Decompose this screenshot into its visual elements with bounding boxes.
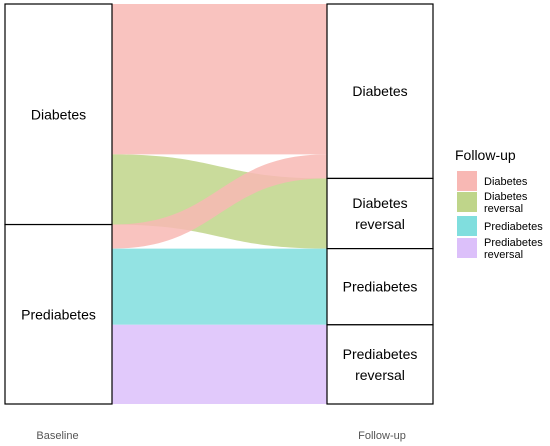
legend-label-prediabetes-reversal: Prediabetes reversal <box>484 237 543 261</box>
axis-label-baseline: Baseline <box>36 430 78 442</box>
legend-swatch-diabetes-reversal <box>457 192 477 212</box>
legend-label-diabetes-reversal: Diabetes reversal <box>484 191 528 215</box>
followup-stratum-diabetes-reversal <box>326 177 434 250</box>
legend-swatch-prediabetes-reversal <box>457 238 477 258</box>
legend: Follow-up Diabetes Diabetes reversal Prediab… <box>455 147 543 261</box>
baseline-stratum-prediabetes <box>4 223 113 405</box>
axis-label-followup: Follow-up <box>358 430 406 442</box>
followup-stratum-diabetes <box>326 3 434 180</box>
baseline-stratum-diabetes <box>4 3 113 226</box>
legend-label-diabetes: Diabetes <box>484 176 528 188</box>
followup-stratum-label-prediabetes: Prediabetes <box>343 279 418 295</box>
legend-label-prediabetes: Prediabetes <box>484 221 543 233</box>
followup-stratum-label-diabetes-reversal: Diabetes reversal <box>352 195 407 232</box>
flows <box>112 4 327 404</box>
flow-prediabetes-to-prediabetes <box>112 248 327 325</box>
followup-stratum-prediabetes <box>326 248 434 326</box>
followup-stratum-label-diabetes: Diabetes <box>352 83 407 99</box>
baseline-stratum-label-diabetes: Diabetes <box>31 106 86 122</box>
flow-prediabetes-to-diabetes <box>112 154 327 249</box>
baseline-strata: Diabetes Prediabetes <box>4 3 113 405</box>
followup-stratum-prediabetes-reversal <box>326 324 434 405</box>
flow-diabetes-to-diabetes <box>112 4 327 155</box>
legend-swatch-diabetes <box>457 171 477 191</box>
flow-prediabetes-to-prediabetes-reversal <box>112 324 327 404</box>
followup-strata: Diabetes Diabetes reversal Prediabetes Predi… <box>326 3 434 405</box>
followup-stratum-label-prediabetes-reversal: Prediabetes reversal <box>343 346 418 383</box>
legend-title: Follow-up <box>455 147 516 163</box>
baseline-stratum-label-prediabetes: Prediabetes <box>21 306 96 322</box>
legend-swatch-prediabetes <box>457 216 477 236</box>
